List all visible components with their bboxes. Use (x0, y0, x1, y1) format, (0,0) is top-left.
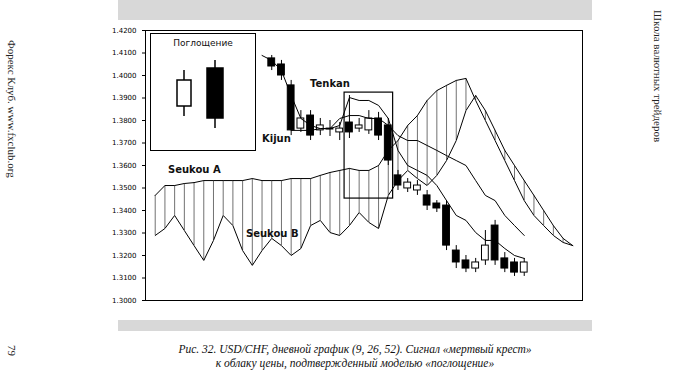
html-text:Школа валютных трейдеров: Школа валютных трейдеров (652, 10, 664, 143)
svg-text:1.3600: 1.3600 (112, 162, 137, 170)
html-text:к облаку цены, подтвержденный: к облаку цены, подтвержденный моделью «п… (215, 357, 495, 369)
html-text:Kijun: Kijun (262, 133, 291, 144)
svg-text:1.4100: 1.4100 (112, 49, 137, 57)
html-text:Tenkan: Tenkan (310, 78, 350, 89)
svg-text:1.3300: 1.3300 (112, 229, 137, 237)
svg-text:1.3700: 1.3700 (112, 139, 137, 147)
svg-text:1.3400: 1.3400 (112, 207, 137, 215)
svg-text:1.4000: 1.4000 (112, 72, 137, 80)
svg-text:1.3500: 1.3500 (112, 184, 137, 192)
svg-text:1.3100: 1.3100 (112, 274, 137, 282)
html-text:Поглощение: Поглощение (173, 38, 233, 48)
svg-text:1.3900: 1.3900 (112, 94, 137, 102)
svg-text:1.3200: 1.3200 (112, 252, 137, 260)
svg-text:1.3800: 1.3800 (112, 117, 137, 125)
html-text:Форекс Клуб. www.fxclub.org: Форекс Клуб. www.fxclub.org (6, 40, 18, 178)
html-text:79: 79 (6, 345, 18, 356)
svg-text:1.3000: 1.3000 (112, 297, 137, 305)
html-text:Seukou A: Seukou A (168, 164, 221, 175)
svg-text:1.4200: 1.4200 (112, 27, 137, 35)
html-text:Seukou B: Seukou B (246, 228, 299, 239)
html-text:Рис. 32. USD/CHF, дневной граф: Рис. 32. USD/CHF, дневной график (9, 26,… (178, 343, 532, 355)
